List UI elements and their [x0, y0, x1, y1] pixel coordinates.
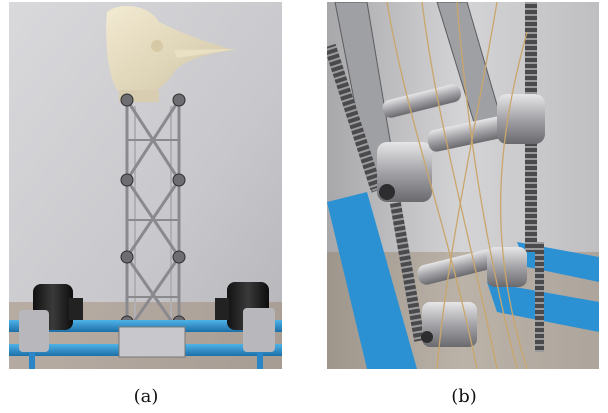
pulley-assembly — [377, 84, 545, 347]
photo-panel-a — [9, 2, 282, 369]
pulley-mechanism-photo — [327, 2, 599, 369]
caption-b: (b) — [451, 386, 477, 407]
right-motor — [215, 282, 275, 352]
truss-tower — [125, 99, 181, 337]
left-motor — [19, 284, 83, 352]
photo-panel-b — [327, 2, 599, 369]
tendon-strings — [386, 2, 528, 369]
base-plate — [118, 326, 186, 358]
caption-a: (a) — [133, 386, 159, 407]
truss-tower-photo — [9, 2, 282, 369]
